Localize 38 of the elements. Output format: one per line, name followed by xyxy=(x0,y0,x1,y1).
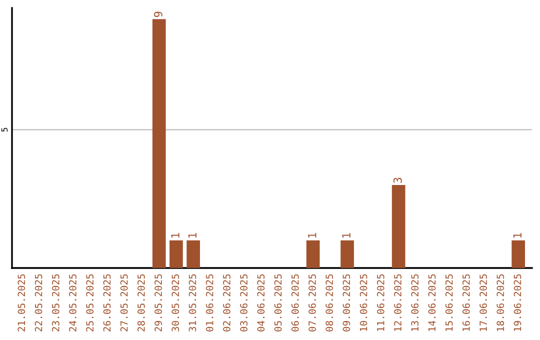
data-label: 3 xyxy=(393,178,402,183)
x-tick-label: 26.05.2025 xyxy=(103,274,111,332)
x-tick-label: 02.06.2025 xyxy=(223,274,230,332)
x-tick-label: 19.06.2025 xyxy=(514,274,522,331)
x-tick-label: 28.05.2025 xyxy=(137,274,145,332)
x-tick-label: 21.05.2025 xyxy=(18,274,26,332)
x-tick-label: 09.06.2025 xyxy=(342,274,350,332)
x-tick-label: 04.06.2025 xyxy=(257,274,265,332)
x-tick-label: 05.06.2025 xyxy=(274,274,282,332)
x-tick-label: 31.05.2025 xyxy=(188,274,196,332)
x-tick-label: 17.06.2025 xyxy=(480,274,487,331)
x-tick-label: 13.06.2025 xyxy=(411,274,419,331)
x-tick-label: 06.06.2025 xyxy=(291,274,299,332)
x-tick-label: 22.05.2025 xyxy=(34,274,42,332)
data-label: 1 xyxy=(342,233,350,238)
data-label: 1 xyxy=(308,233,316,238)
data-label: 1 xyxy=(171,233,180,238)
data-label: 1 xyxy=(513,233,522,238)
x-tick-label: 15.06.2025 xyxy=(445,274,453,331)
y-tick-label: 5 xyxy=(1,128,8,132)
x-tick-label: 11.06.2025 xyxy=(376,274,384,331)
data-label: 9 xyxy=(154,12,162,17)
x-tick-label: 14.06.2025 xyxy=(428,274,436,331)
x-tick-label: 01.06.2025 xyxy=(206,274,214,332)
x-tick-label: 29.05.2025 xyxy=(154,274,162,332)
x-tick-label: 27.05.2025 xyxy=(120,274,128,332)
x-tick-label: 16.06.2025 xyxy=(462,274,470,331)
x-tick-label: 25.05.2025 xyxy=(86,274,94,332)
x-tick-label: 10.06.2025 xyxy=(360,274,368,331)
x-tick-label: 30.05.2025 xyxy=(172,274,180,332)
x-tick-label: 23.05.2025 xyxy=(52,274,60,332)
x-tick-label: 24.05.2025 xyxy=(69,274,76,332)
data-label: 1 xyxy=(188,233,196,238)
x-tick-label: 18.06.2025 xyxy=(496,274,504,331)
x-tick-label: 08.06.2025 xyxy=(326,274,334,332)
x-tick-label: 07.06.2025 xyxy=(308,274,316,332)
x-tick-label: 03.06.2025 xyxy=(240,274,248,332)
x-tick-label: 12.06.2025 xyxy=(394,274,402,331)
